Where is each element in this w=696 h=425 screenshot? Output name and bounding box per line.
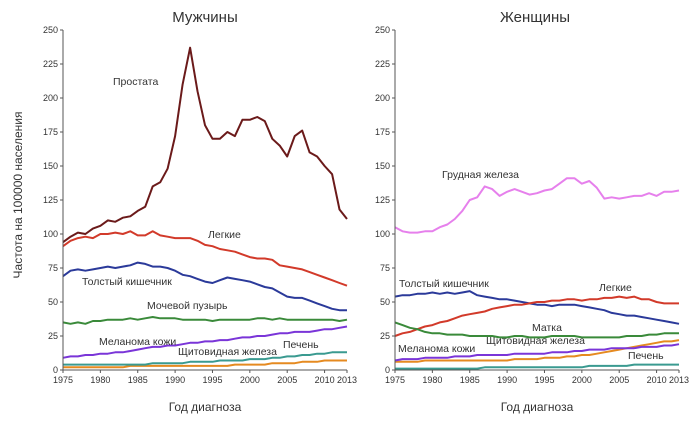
y-tick-label: 150 xyxy=(375,161,390,171)
y-axis-label: Частота на 100000 населения xyxy=(11,112,25,279)
x-tick-label: 1985 xyxy=(460,375,480,385)
series-label-uterus: Матка xyxy=(532,322,562,334)
x-tick-label: 1980 xyxy=(422,375,442,385)
series-label-colon: Толстый кишечник xyxy=(399,278,489,290)
y-tick-label: 0 xyxy=(385,365,390,375)
y-tick-label: 75 xyxy=(380,263,390,273)
y-tick-label: 200 xyxy=(375,93,390,103)
series-line xyxy=(62,230,348,287)
series-label-bladder: Мочевой пузырь xyxy=(147,300,228,312)
series-label-liver: Печень xyxy=(628,350,664,362)
x-tick-label: 1975 xyxy=(53,375,73,385)
y-tick-label: 250 xyxy=(375,25,390,35)
y-tick-label: 200 xyxy=(43,93,58,103)
y-tick-label: 100 xyxy=(375,229,390,239)
panel-title: Женщины xyxy=(500,9,570,26)
y-tick-label: 175 xyxy=(375,127,390,137)
x-tick-label: 2000 xyxy=(572,375,592,385)
series-label-thyroid: Щитовидная железа xyxy=(178,346,277,358)
series-line xyxy=(394,295,679,337)
x-axis-label: Год диагноза xyxy=(169,400,242,414)
y-tick-label: 25 xyxy=(380,331,390,341)
x-tick-label: 1975 xyxy=(385,375,405,385)
series-line xyxy=(394,177,680,234)
x-tick-label: 1985 xyxy=(128,375,148,385)
x-tick-label: 1990 xyxy=(165,375,185,385)
series-label-lung: Легкие xyxy=(208,229,241,241)
x-tick-label: 1990 xyxy=(497,375,517,385)
y-tick-label: 125 xyxy=(43,195,58,205)
series-line xyxy=(394,290,680,325)
series-label-prostate: Простата xyxy=(113,76,158,88)
x-tick-label: 2013 xyxy=(337,375,357,385)
series-label-lung: Легкие xyxy=(599,282,632,294)
y-tick-label: 0 xyxy=(53,365,58,375)
series-label-melanoma: Меланома кожи xyxy=(99,336,176,348)
panel-men: Мужчины 0 25 50 75 100 125 150 175 200 225 250 197… xyxy=(43,9,357,414)
series-line xyxy=(394,343,680,362)
y-tick-label: 250 xyxy=(43,25,58,35)
panel-title: Мужчины xyxy=(172,9,237,26)
x-axis-label: Год диагноза xyxy=(501,400,574,414)
y-tick-label: 150 xyxy=(43,161,58,171)
panel-women: Женщины 0 25 50 75 100 125 150 175 200 225 250 197… xyxy=(375,9,689,414)
series-label-liver: Печень xyxy=(283,339,319,351)
y-tick-label: 175 xyxy=(43,127,58,137)
x-tick-label: 2013 xyxy=(669,375,689,385)
y-tick-label: 225 xyxy=(375,59,390,69)
x-tick-label: 1980 xyxy=(90,375,110,385)
y-tick-label: 50 xyxy=(48,297,58,307)
x-tick-label: 2000 xyxy=(240,375,260,385)
series-label-colon: Толстый кишечник xyxy=(82,276,172,288)
x-tick-label: 2005 xyxy=(277,375,297,385)
series-line xyxy=(62,325,348,359)
series-line xyxy=(62,261,347,312)
x-tick-label: 2010 xyxy=(647,375,667,385)
y-tick-label: 225 xyxy=(43,59,58,69)
series-label-melanoma: Меланома кожи xyxy=(398,343,475,355)
series-line xyxy=(62,46,348,244)
y-tick-label: 25 xyxy=(48,331,58,341)
series-label-breast: Грудная железа xyxy=(442,169,519,181)
series-line xyxy=(394,321,679,339)
x-tick-label: 2005 xyxy=(609,375,629,385)
series-line xyxy=(63,359,347,369)
x-tick-label: 2010 xyxy=(315,375,335,385)
y-tick-label: 75 xyxy=(48,263,58,273)
y-tick-label: 50 xyxy=(380,297,390,307)
y-tick-label: 100 xyxy=(43,229,58,239)
x-tick-label: 1995 xyxy=(202,375,222,385)
series-line xyxy=(63,351,347,366)
series-line xyxy=(395,363,679,370)
x-tick-label: 1995 xyxy=(534,375,554,385)
series-label-thyroid: Щитовидная железа xyxy=(486,335,585,347)
y-tick-label: 125 xyxy=(375,195,390,205)
series-line xyxy=(62,316,348,325)
